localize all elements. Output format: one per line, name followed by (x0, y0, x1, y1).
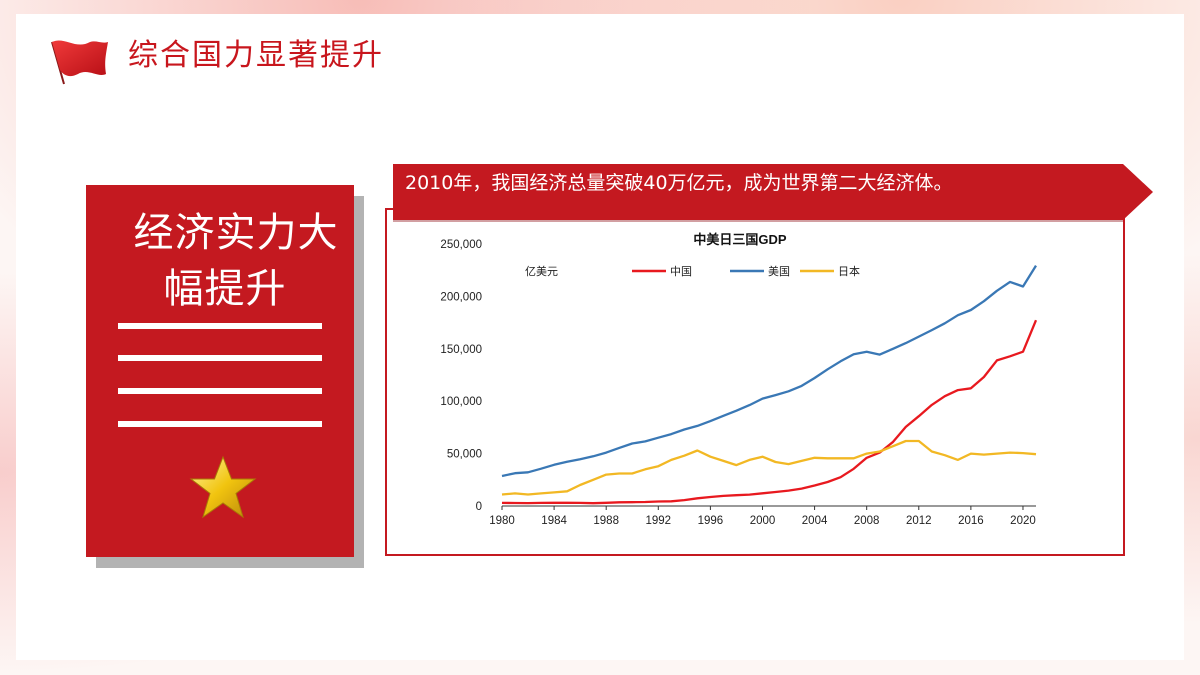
x-tick-label: 2008 (854, 515, 880, 527)
page-title: 综合国力显著提升 (128, 38, 384, 73)
legend-label: 日本 (838, 264, 860, 278)
info-card: 经济实力大 幅提升 (86, 185, 354, 557)
x-tick-label: 1988 (593, 515, 619, 527)
x-tick-label: 1984 (541, 515, 567, 527)
y-tick-label: 200,000 (440, 291, 482, 303)
gdp-line-chart: 中美日三国GDP 亿美元 250,000 200,000 150,000 100,00… (440, 232, 1038, 527)
chart-unit-label: 亿美元 (525, 265, 558, 278)
chart-title: 中美日三国GDP (693, 232, 787, 247)
banner-ribbon (393, 164, 1153, 222)
y-tick-label: 150,000 (440, 344, 482, 356)
card-divider-line (118, 323, 322, 329)
series-line-美国 (501, 264, 1037, 478)
y-tick-label: 100,000 (440, 396, 482, 408)
x-tick-label: 1996 (698, 515, 724, 527)
x-tick-label: 1992 (645, 515, 671, 527)
x-tick-label: 2004 (802, 515, 828, 527)
card-divider-line (118, 421, 322, 427)
card-divider-line (118, 355, 322, 361)
banner-text: 2010年，我国经济总量突破40万亿元，成为世界第二大经济体。 (405, 172, 953, 194)
series-line-中国 (501, 319, 1038, 505)
card-title-line-2: 幅提升 (163, 266, 287, 312)
card-title: 经济实力大 幅提升 (86, 205, 386, 317)
x-tick-label: 2016 (958, 515, 984, 527)
card-title-line-1: 经济实力大 (133, 210, 339, 256)
y-tick-label: 50,000 (447, 449, 482, 461)
x-tick-label: 1980 (489, 515, 515, 527)
gold-star-icon (189, 455, 257, 519)
chart-frame (385, 208, 1125, 556)
y-tick-label: 250,000 (440, 239, 482, 251)
card-divider-line (118, 388, 322, 394)
legend-label: 中国 (670, 265, 692, 278)
red-flag-icon (51, 40, 108, 85)
legend-label: 美国 (768, 265, 790, 278)
series-line-日本 (501, 439, 1037, 496)
x-tick-label: 2012 (906, 515, 932, 527)
x-tick-label: 2000 (750, 515, 776, 527)
y-tick-label: 0 (476, 501, 482, 513)
x-tick-label: 2020 (1010, 515, 1036, 527)
